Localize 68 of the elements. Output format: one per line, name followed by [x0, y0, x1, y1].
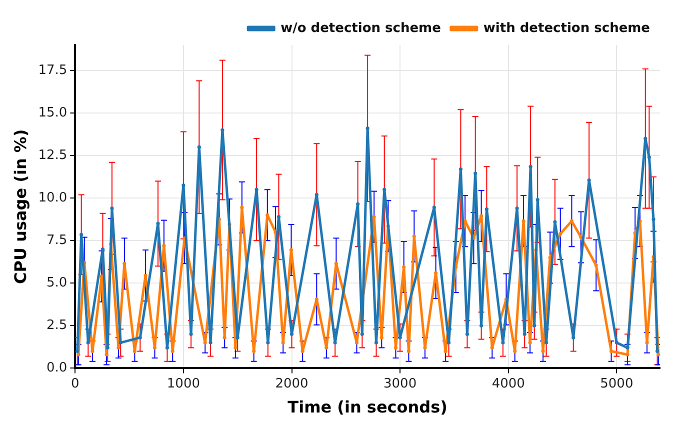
point	[100, 247, 105, 251]
point	[220, 128, 224, 132]
x-tick-label: 1000	[166, 376, 200, 392]
y-tick-label: 0.0	[46, 360, 68, 376]
legend-label: w/o detection scheme	[280, 20, 442, 36]
point	[465, 332, 470, 336]
point	[528, 164, 532, 168]
point	[80, 232, 84, 236]
y-tick-label: 5.0	[46, 276, 68, 291]
point	[208, 340, 212, 344]
point	[374, 340, 378, 344]
x-tick-label: 4000	[492, 376, 525, 392]
point	[236, 336, 240, 340]
point	[189, 332, 193, 336]
point	[474, 172, 478, 176]
x-tick-label: 0	[71, 376, 80, 392]
point	[432, 206, 436, 210]
point	[652, 218, 656, 222]
point	[458, 167, 463, 171]
point	[106, 346, 110, 350]
x-tick-label: 5000	[600, 376, 634, 392]
point	[544, 340, 548, 344]
y-tick-label: 15.0	[38, 105, 68, 120]
point	[644, 136, 648, 140]
point	[366, 126, 370, 130]
y-tick-label: 17.5	[38, 62, 68, 78]
point	[138, 336, 142, 340]
y-tick-label: 12.5	[38, 148, 68, 163]
x-axis-title: Time (in seconds)	[288, 398, 448, 417]
y-axis-title: CPU usage (in %)	[10, 129, 30, 284]
point	[536, 198, 540, 202]
point	[197, 145, 201, 149]
x-tick-label: 3000	[384, 376, 417, 392]
point	[647, 155, 651, 160]
point	[110, 206, 114, 210]
point	[572, 336, 576, 340]
point	[356, 202, 360, 206]
point	[382, 188, 386, 192]
point	[515, 206, 519, 210]
point	[276, 215, 281, 219]
point	[156, 222, 160, 226]
point	[360, 332, 364, 336]
point	[290, 332, 294, 336]
y-tick-label: 2.5	[46, 318, 68, 334]
point	[655, 349, 660, 353]
point	[553, 220, 557, 224]
point	[76, 349, 80, 353]
y-tick-label: 7.5	[46, 232, 68, 248]
legend-label: with detection scheme	[483, 20, 650, 36]
point	[626, 346, 630, 350]
point	[314, 192, 318, 196]
point	[182, 184, 186, 188]
point	[532, 324, 536, 328]
point	[398, 336, 402, 340]
point	[333, 340, 337, 344]
point	[484, 207, 489, 211]
point	[118, 340, 122, 344]
point	[266, 340, 270, 344]
point	[447, 340, 451, 344]
point	[587, 178, 591, 182]
point	[501, 340, 505, 344]
point	[254, 188, 258, 192]
x-tick-label: 2000	[275, 376, 308, 392]
point	[522, 332, 526, 336]
point	[614, 340, 618, 344]
point	[479, 324, 484, 328]
point	[86, 340, 90, 344]
y-tick-label: 10.0	[38, 190, 68, 206]
